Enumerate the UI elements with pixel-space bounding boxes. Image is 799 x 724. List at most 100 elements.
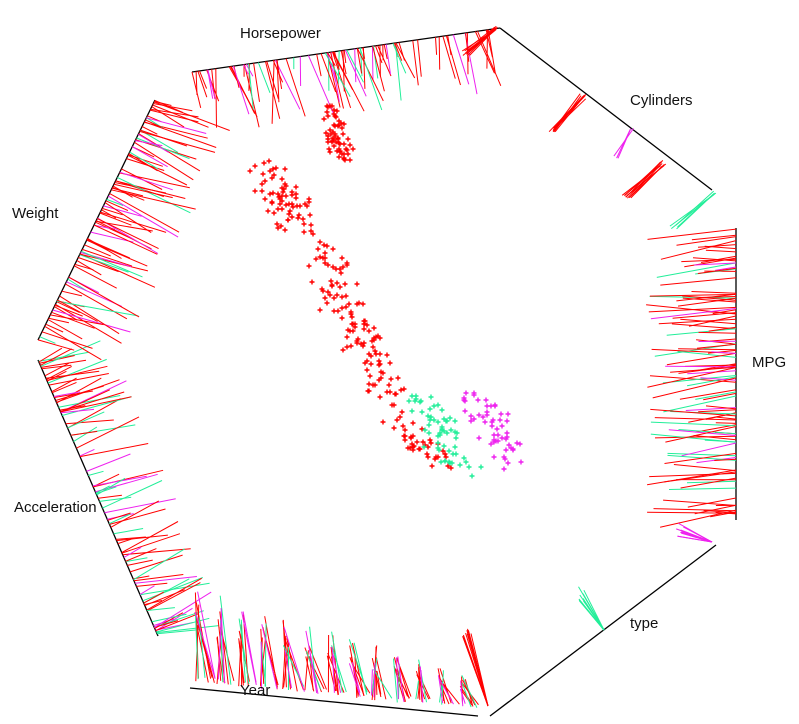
glyph-horsepower [344, 49, 367, 97]
scatter-point [300, 216, 306, 222]
scatter-point [325, 139, 331, 145]
scatter-point [384, 352, 390, 358]
scatter-point [443, 418, 449, 424]
scatter-point [428, 414, 434, 420]
scatter-point [270, 190, 276, 196]
glyph-acceleration [52, 381, 77, 394]
glyph-horsepower [271, 60, 275, 124]
scatter-point [442, 451, 448, 457]
scatter-point [267, 191, 273, 197]
scatter-point [323, 130, 329, 136]
label-layer: Horsepower Cylinders MPG type Year Accel… [12, 25, 786, 699]
scatter-point [282, 227, 288, 233]
glyph-year [261, 624, 278, 689]
glyph-year [397, 656, 405, 702]
scatter-point [275, 191, 281, 197]
glyph-year [348, 663, 361, 697]
glyph-year [459, 685, 473, 704]
glyph-horsepower [266, 61, 279, 99]
glyph-acceleration [133, 548, 185, 581]
glyph-acceleration [107, 512, 131, 521]
scatter-point [410, 444, 416, 450]
glyph-horsepower [487, 29, 496, 73]
glyph-weight [55, 303, 122, 344]
glyph-year [282, 620, 291, 690]
scatter-point [402, 433, 408, 439]
glyph-acceleration [59, 405, 86, 411]
glyph-weight [50, 314, 104, 326]
scatter-point [437, 432, 443, 438]
glyph-acceleration [155, 613, 199, 632]
glyph-mpg [694, 504, 737, 515]
glyph-year [308, 645, 327, 690]
glyph-weight [61, 290, 83, 297]
glyph-mpg [665, 365, 737, 368]
glyph-acceleration [56, 379, 120, 403]
glyph-acceleration [104, 498, 176, 514]
glyph-weight [76, 259, 102, 276]
scatter-point [344, 260, 350, 266]
glyph-mpg [647, 367, 737, 388]
scatter-point [503, 436, 509, 442]
glyph-acceleration [99, 496, 132, 502]
scatter-point [409, 408, 415, 414]
glyph-weight [145, 119, 162, 128]
scatter-point [453, 451, 459, 457]
scatter-point [406, 398, 412, 404]
scatter-point [349, 314, 355, 320]
glyph-mpg [715, 416, 737, 420]
glyph-weight [131, 146, 168, 168]
scatter-point [364, 322, 370, 328]
glyph-weight [105, 200, 129, 212]
glyph-acceleration [146, 607, 175, 611]
glyph-mpg [704, 245, 737, 250]
axis-line-horsepower [191, 27, 501, 73]
scatter-point [339, 315, 345, 321]
glyph-acceleration [56, 377, 102, 404]
glyph-weight [74, 263, 94, 271]
glyph-weight [115, 180, 186, 199]
scatter-point [346, 301, 352, 307]
glyph-acceleration [139, 585, 155, 595]
glyph-mpg [650, 433, 737, 443]
glyph-cylinders [617, 129, 631, 159]
glyph-weight [82, 248, 133, 267]
axis-label-horsepower: Horsepower [240, 25, 321, 42]
scatter-point [367, 373, 373, 379]
glyph-mpg [676, 236, 737, 246]
glyph-acceleration [116, 534, 168, 542]
scatter-point [462, 398, 468, 404]
glyph-horsepower [265, 61, 281, 119]
glyph-mpg [688, 315, 737, 327]
scatter-point [499, 435, 505, 441]
glyph-mpg [660, 240, 737, 260]
scatter-point [339, 125, 345, 131]
glyph-year [417, 677, 421, 699]
scatter-point [375, 333, 381, 339]
glyph-weight [152, 104, 209, 128]
glyph-acceleration [108, 513, 131, 525]
glyph-weight [154, 99, 183, 113]
scatter-point [343, 293, 349, 299]
scatter-point [301, 229, 307, 235]
scatter-point [505, 411, 511, 417]
scatter-point [280, 189, 286, 195]
scatter-point [401, 386, 407, 392]
glyph-acceleration [61, 396, 132, 416]
scatter-point [499, 423, 505, 429]
glyph-acceleration [156, 617, 210, 633]
glyph-mpg [648, 306, 737, 313]
glyph-type [579, 599, 605, 631]
scatter-point [313, 256, 319, 262]
scatter-point [471, 392, 477, 398]
scatter-point [468, 418, 474, 424]
glyph-mpg [662, 375, 737, 384]
glyph-cylinders [627, 160, 664, 199]
glyph-mpg [650, 408, 737, 417]
scatter-point [439, 426, 445, 432]
glyph-acceleration [53, 391, 81, 397]
scatter-point [340, 131, 346, 137]
glyph-acceleration [133, 574, 184, 582]
scatter-point [476, 435, 482, 441]
scatter-point [463, 390, 469, 396]
